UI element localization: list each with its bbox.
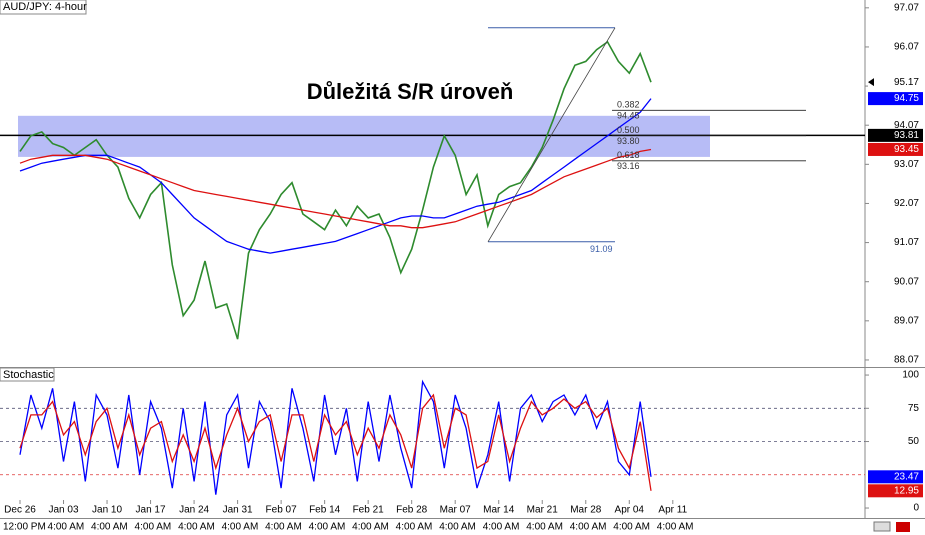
time-label: 4:00 AM (526, 522, 563, 533)
y-tick-label: 96.07 (894, 42, 919, 53)
fib-value: 93.80 (617, 136, 640, 146)
time-label: 4:00 AM (439, 522, 476, 533)
time-label: 4:00 AM (570, 522, 607, 533)
y-tick-label: 97.07 (894, 2, 919, 13)
price-marker (868, 75, 923, 89)
close-icon[interactable] (896, 522, 910, 532)
time-label: 4:00 AM (396, 522, 433, 533)
price-marker (868, 484, 923, 498)
x-tick-label: Feb 14 (309, 505, 341, 516)
x-tick-label: Apr 11 (658, 505, 687, 516)
x-tick-label: Mar 28 (570, 505, 602, 516)
fib-ratio: 0.618 (617, 150, 640, 160)
series-line (19, 393, 652, 491)
price-marker (868, 128, 923, 142)
y-tick-label: 88.07 (894, 355, 919, 366)
marker-arrow (868, 78, 874, 87)
scroll-icon[interactable] (873, 521, 891, 532)
x-tick-label: Dec 26 (4, 505, 36, 516)
sr-zone (18, 115, 710, 157)
y-tick-label: 93.07 (894, 159, 919, 170)
x-tick-label: Feb 28 (396, 505, 428, 516)
x-tick-label: Mar 21 (527, 505, 559, 516)
time-label: 4:00 AM (483, 522, 520, 533)
x-tick-label: Apr 04 (615, 505, 645, 516)
series-line (19, 98, 652, 254)
time-label: 4:00 AM (613, 522, 650, 533)
time-label: 4:00 AM (309, 522, 346, 533)
time-label: 4:00 AM (48, 522, 85, 533)
y-tick-label: 92.07 (894, 198, 919, 209)
title-box (0, 367, 55, 382)
price-marker (868, 142, 923, 156)
x-tick-label: Jan 24 (179, 505, 209, 516)
price-marker-label: 93.45 (894, 144, 919, 155)
series-line (19, 148, 652, 229)
fib-ratio: 0.500 (617, 125, 640, 135)
y-tick-label: 89.07 (894, 315, 919, 326)
series-line (19, 379, 652, 495)
time-label: 4:00 AM (222, 522, 259, 533)
x-tick-label: Jan 10 (92, 505, 122, 516)
title-box (0, 0, 87, 15)
price-marker (868, 92, 923, 106)
chart-title: AUD/JPY: 4-hour (3, 1, 87, 13)
x-tick-label: Feb 07 (266, 505, 298, 516)
x-tick-label: Feb 21 (353, 505, 385, 516)
time-label: 4:00 AM (91, 522, 128, 533)
x-tick-label: Jan 31 (223, 505, 253, 516)
y-tick-label: 94.07 (894, 120, 919, 131)
fib-value: 93.16 (617, 161, 640, 171)
time-label: 4:00 AM (352, 522, 389, 533)
price-marker-label: 94.75 (894, 93, 919, 104)
time-label: 4:00 AM (135, 522, 172, 533)
fib-ratio: 0.382 (617, 100, 640, 110)
time-label: 12:00 PM (3, 522, 46, 533)
fib-trend (487, 27, 616, 243)
price-marker-label: 12.95 (894, 485, 919, 496)
x-tick-label: Jan 17 (136, 505, 166, 516)
price-marker-label: 95.17 (894, 77, 919, 88)
y-tick-label: 75 (908, 403, 920, 414)
panel-title: Stochastic (3, 369, 54, 381)
series-line (19, 40, 652, 340)
y-tick-label: 0 (913, 503, 919, 514)
x-tick-label: Mar 14 (483, 505, 515, 516)
y-tick-label: 100 (902, 370, 919, 381)
time-label: 4:00 AM (657, 522, 694, 533)
fib-value: 94.45 (617, 111, 640, 121)
time-label: 4:00 AM (178, 522, 215, 533)
swing-low-label: 91.09 (590, 244, 613, 254)
y-tick-label: 90.07 (894, 276, 919, 287)
price-marker-label: 93.81 (894, 130, 919, 141)
time-label: 4:00 AM (265, 522, 302, 533)
x-tick-label: Mar 07 (440, 505, 472, 516)
y-tick-label: 91.07 (894, 237, 919, 248)
x-tick-label: Jan 03 (49, 505, 79, 516)
price-marker (868, 470, 923, 484)
price-marker-label: 23.47 (894, 471, 919, 482)
y-tick-label: 50 (908, 436, 920, 447)
annotation: Důležitá S/R úroveň (307, 79, 514, 104)
